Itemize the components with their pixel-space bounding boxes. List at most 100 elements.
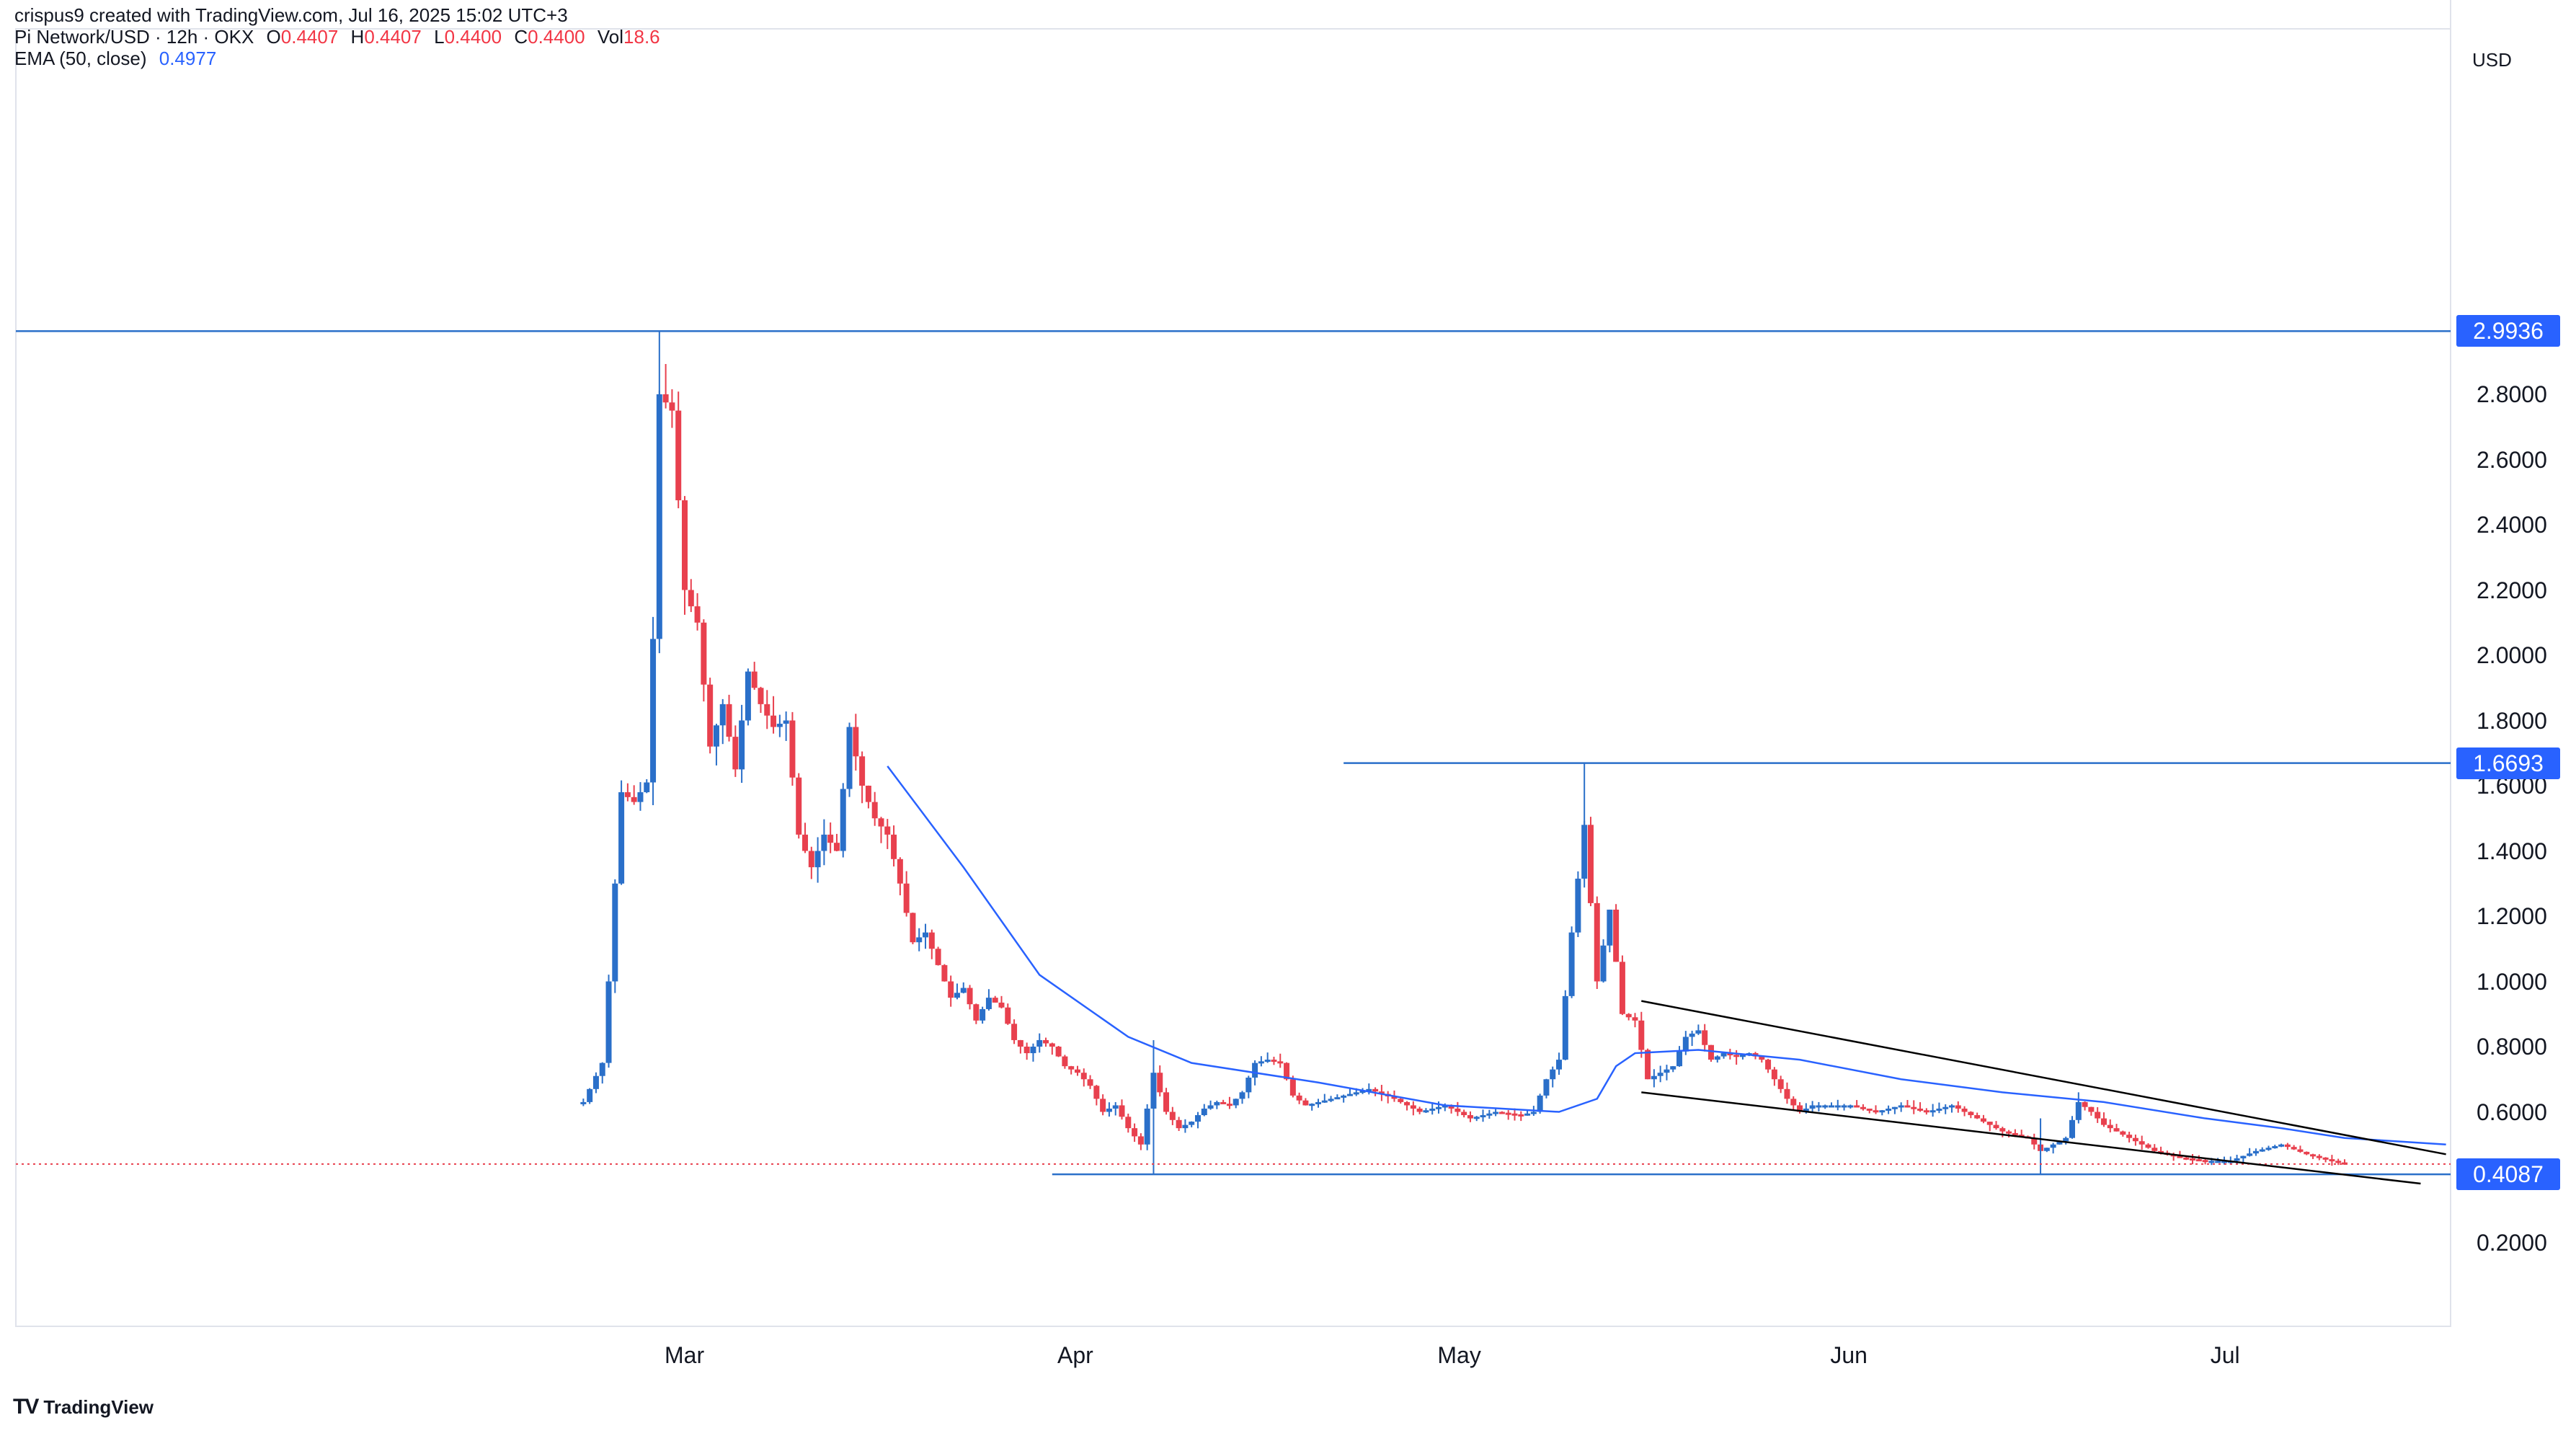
candle-body — [2190, 1158, 2196, 1161]
candle-body — [903, 883, 910, 913]
candle-body — [675, 410, 682, 501]
candle-body — [853, 727, 859, 757]
candle-body — [2012, 1132, 2018, 1135]
candle-body — [2316, 1155, 2322, 1158]
candle-body — [1467, 1115, 1473, 1119]
candle-body — [1974, 1115, 1981, 1119]
candle-body — [1986, 1122, 1993, 1125]
candle-body — [1568, 932, 1575, 996]
candle-body — [1498, 1112, 1505, 1114]
candle-body — [1917, 1108, 1924, 1111]
candle-body — [1226, 1104, 1233, 1106]
candle-body — [1346, 1093, 1353, 1096]
candle-body — [2100, 1118, 2107, 1125]
candle-body — [631, 797, 637, 802]
candle-body — [1720, 1053, 1727, 1057]
candle-body — [1112, 1105, 1119, 1109]
candle-body — [1771, 1069, 1777, 1080]
candle-body — [1543, 1079, 1550, 1096]
candle-body — [2297, 1149, 2304, 1152]
candle-body — [1328, 1099, 1334, 1101]
candle-body — [967, 988, 973, 1005]
x-tick-label: Mar — [665, 1342, 705, 1368]
candle-body — [701, 622, 707, 685]
candle-body — [897, 859, 903, 884]
candle-body — [682, 500, 688, 590]
candle-body — [1366, 1088, 1372, 1091]
candle-body — [1493, 1112, 1499, 1114]
candle-body — [1296, 1095, 1302, 1101]
ohlc-legend: Pi Network/USD · 12h · OKX O0.4407 H0.44… — [14, 26, 667, 48]
candle-body — [2291, 1147, 2297, 1150]
candle-body — [1461, 1112, 1467, 1116]
candle-body — [2278, 1144, 2285, 1147]
candle-body — [1062, 1056, 1068, 1067]
candle-body — [580, 1101, 587, 1104]
badge-mid: 1.6693 — [2456, 747, 2560, 779]
close: C0.4400 — [514, 26, 585, 48]
candle-body — [1106, 1108, 1112, 1112]
candle-body — [1436, 1106, 1442, 1109]
candle-body — [1473, 1117, 1480, 1119]
candle-body — [739, 720, 745, 770]
candle-body — [1790, 1099, 1797, 1106]
open: O0.4407 — [266, 26, 339, 48]
candle-body — [2107, 1124, 2113, 1129]
candle-body — [878, 818, 884, 827]
attribution: crispus9 created with TradingView.com, J… — [14, 4, 568, 26]
x-tick-label: Jun — [1830, 1342, 1867, 1368]
y-tick-label: 0.2000 — [2477, 1229, 2547, 1256]
candle-body — [1284, 1062, 1290, 1080]
chart-frame — [15, 0, 2451, 1327]
candle-body — [1777, 1079, 1784, 1089]
candle-body — [985, 998, 992, 1009]
candle-body — [1302, 1100, 1309, 1106]
candle-body — [764, 704, 770, 716]
candle-body — [1454, 1108, 1461, 1112]
trendline — [1641, 1000, 2446, 1155]
candle-body — [1524, 1113, 1531, 1116]
candle-body — [2095, 1112, 2101, 1119]
candle-body — [1080, 1073, 1087, 1080]
candle-body — [1163, 1092, 1170, 1112]
candle-body — [1194, 1115, 1201, 1122]
candle-body — [954, 993, 960, 998]
candle-body — [1949, 1105, 1955, 1108]
falling-wedge — [1641, 1000, 2446, 1185]
candle-body — [1645, 1050, 1651, 1080]
candle-body — [928, 932, 935, 949]
tradingview-brand[interactable]: TV TradingView — [13, 1395, 154, 1419]
candle-body — [1309, 1104, 1315, 1106]
candle-body — [2208, 1161, 2215, 1163]
candle-body — [1252, 1062, 1258, 1078]
candle-body — [1416, 1108, 1423, 1112]
candle-body — [1119, 1105, 1125, 1117]
candle-body — [2272, 1146, 2278, 1149]
candle-body — [1613, 909, 1620, 962]
candle-body — [1955, 1105, 1961, 1109]
candle-body — [2183, 1157, 2190, 1160]
y-tick-label: 1.0000 — [2477, 968, 2547, 995]
candle-body — [948, 981, 954, 998]
candle-body — [871, 802, 878, 819]
candle-body — [2252, 1150, 2259, 1154]
candle-body — [1587, 825, 1594, 903]
low: L0.4400 — [434, 26, 502, 48]
ema-line — [887, 766, 2446, 1145]
candle-body — [2151, 1148, 2158, 1151]
candle-body — [891, 834, 897, 859]
candle-body — [1321, 1100, 1328, 1103]
candle-body — [1093, 1086, 1100, 1099]
candle-body — [2158, 1150, 2164, 1153]
candle-body — [1607, 909, 1613, 946]
candle-body — [1707, 1044, 1714, 1060]
candle-body — [2247, 1153, 2253, 1156]
candle-body — [789, 720, 796, 778]
candle-body — [1505, 1112, 1511, 1115]
candle-body — [2126, 1135, 2133, 1138]
candle-body — [935, 949, 941, 965]
trendline — [1641, 1091, 2421, 1185]
candle-body — [1518, 1114, 1524, 1117]
candle-body — [1207, 1105, 1214, 1109]
